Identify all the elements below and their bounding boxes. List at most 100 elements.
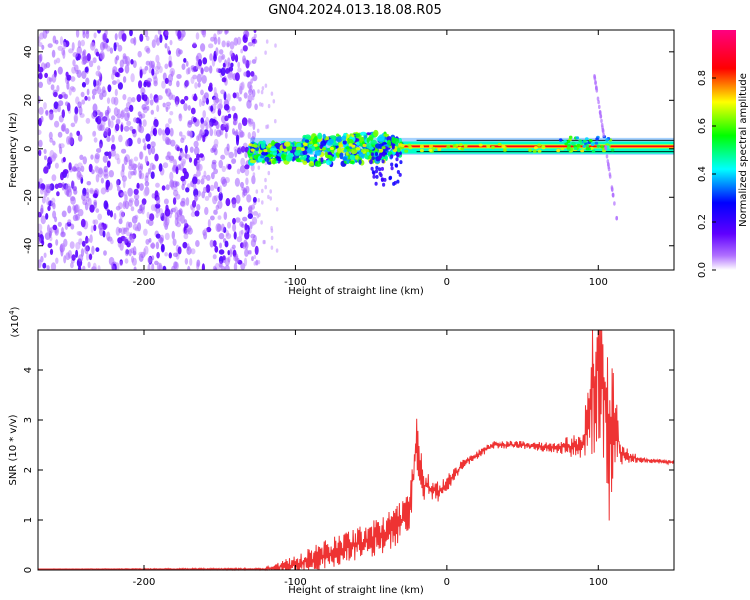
heatmap-cell bbox=[360, 149, 365, 153]
heatmap-cell bbox=[240, 157, 246, 166]
heatmap-cell bbox=[233, 262, 238, 270]
heatmap-cell bbox=[214, 267, 218, 270]
heatmap-cell bbox=[252, 196, 257, 203]
heatmap-cell bbox=[209, 82, 213, 89]
heatmap-cell bbox=[594, 81, 597, 86]
heatmap-cell bbox=[372, 174, 376, 179]
heatmap-cell bbox=[43, 148, 47, 154]
heatmap-cell bbox=[254, 103, 258, 111]
heatmap-cell bbox=[150, 204, 156, 212]
heatmap-cell bbox=[136, 94, 142, 103]
heatmap-cell bbox=[141, 198, 147, 206]
heatmap-cell bbox=[93, 79, 97, 87]
heatmap-cell bbox=[384, 154, 388, 161]
heatmap-cell bbox=[460, 147, 465, 151]
heatmap-cell bbox=[241, 117, 248, 126]
heatmap-cell bbox=[38, 181, 41, 190]
heatmap-cell bbox=[92, 103, 98, 113]
heatmap-cell bbox=[194, 194, 198, 203]
heatmap-cell bbox=[133, 117, 138, 123]
heatmap-cell bbox=[126, 61, 130, 67]
heatmap-cell bbox=[161, 80, 166, 89]
heatmap-cell bbox=[81, 99, 86, 105]
heatmap-cell bbox=[264, 83, 268, 88]
heatmap-cell bbox=[212, 195, 218, 205]
heatmap-cell bbox=[164, 127, 171, 136]
heatmap-cell bbox=[61, 227, 64, 235]
heatmap-cell bbox=[124, 258, 129, 264]
heatmap-cell bbox=[175, 101, 179, 107]
heatmap-cell bbox=[41, 196, 46, 204]
heatmap-cell bbox=[178, 113, 183, 122]
heatmap-cell bbox=[167, 60, 173, 68]
heatmap-cell bbox=[275, 207, 279, 212]
heatmap-cell bbox=[600, 145, 604, 149]
snr-panel: -200 -100 0 100 0 1 2 3 4 Height of straight li… bbox=[8, 306, 675, 596]
heatmap-cell bbox=[208, 121, 212, 129]
heatmap-cell bbox=[246, 99, 252, 109]
heatmap-cell bbox=[116, 179, 120, 188]
heatmap-cell bbox=[213, 168, 219, 175]
heatmap-cell bbox=[325, 154, 332, 159]
heatmap-cell bbox=[578, 139, 582, 143]
heatmap-cell bbox=[111, 134, 115, 143]
heatmap-cell bbox=[120, 109, 126, 118]
heatmap-cell bbox=[178, 163, 184, 171]
heatmap-cell bbox=[111, 72, 115, 81]
heatmap-cell bbox=[138, 80, 143, 89]
heatmap-cell bbox=[373, 129, 379, 137]
heatmap-cell bbox=[235, 92, 240, 99]
heatmap-cell bbox=[137, 50, 142, 58]
heatmap-cell bbox=[429, 144, 433, 148]
heatmap-cell bbox=[164, 208, 171, 217]
chart-title: GN04.2024.013.18.08.R05 bbox=[268, 3, 442, 18]
heatmap-cell bbox=[233, 231, 237, 240]
heatmap-cell bbox=[95, 51, 100, 57]
heatmap-cell bbox=[146, 143, 151, 150]
heatmap-cell bbox=[165, 101, 172, 107]
heatmap-cell bbox=[155, 233, 161, 239]
heatmap-cell bbox=[227, 250, 231, 256]
heatmap-cell bbox=[349, 160, 355, 164]
heatmap-cell bbox=[119, 59, 124, 69]
heatmap-cell bbox=[84, 202, 89, 211]
heatmap-cell bbox=[300, 147, 305, 151]
heatmap-cell bbox=[213, 209, 218, 215]
heatmap-cell bbox=[127, 96, 133, 104]
heatmap-cell bbox=[284, 141, 291, 147]
heatmap-cell bbox=[138, 170, 142, 180]
heatmap-cell bbox=[108, 256, 115, 266]
heatmap-cell bbox=[174, 212, 179, 220]
heatmap-cell bbox=[342, 140, 347, 145]
heatmap-cell bbox=[346, 160, 350, 164]
heatmap-cell bbox=[112, 265, 116, 270]
heatmap-cell bbox=[374, 143, 382, 149]
heatmap-cell bbox=[39, 53, 43, 62]
heatmap-cell bbox=[178, 208, 183, 216]
heatmap-cell bbox=[92, 94, 95, 100]
heatmap-cell bbox=[201, 75, 207, 84]
heatmap-cell bbox=[185, 60, 189, 67]
heatmap-cell bbox=[208, 191, 212, 198]
heatmap-cell bbox=[198, 153, 204, 158]
heatmap-cell bbox=[249, 221, 253, 230]
heatmap-cell bbox=[105, 111, 109, 121]
heatmap-cell bbox=[600, 118, 603, 124]
heatmap-cell bbox=[374, 169, 379, 174]
heatmap-cell bbox=[45, 213, 49, 220]
heatmap-cell bbox=[594, 141, 599, 145]
colorbar-tick-label: 0.2 bbox=[697, 214, 708, 230]
heatmap-cell bbox=[257, 198, 261, 203]
heatmap-cell bbox=[212, 240, 217, 247]
heatmap-cell bbox=[106, 209, 111, 216]
heatmap-cell bbox=[356, 141, 360, 146]
heatmap-cell bbox=[566, 140, 571, 144]
heatmap-cell bbox=[100, 121, 106, 127]
heatmap-cell bbox=[306, 147, 313, 154]
x-tick-label: 0 bbox=[444, 577, 450, 588]
heatmap-cell bbox=[170, 209, 174, 215]
heatmap-cell bbox=[106, 97, 111, 104]
heatmap-cell bbox=[126, 231, 131, 237]
heatmap-cell bbox=[236, 258, 240, 263]
colorbar-tick-label: 0.8 bbox=[697, 70, 708, 86]
